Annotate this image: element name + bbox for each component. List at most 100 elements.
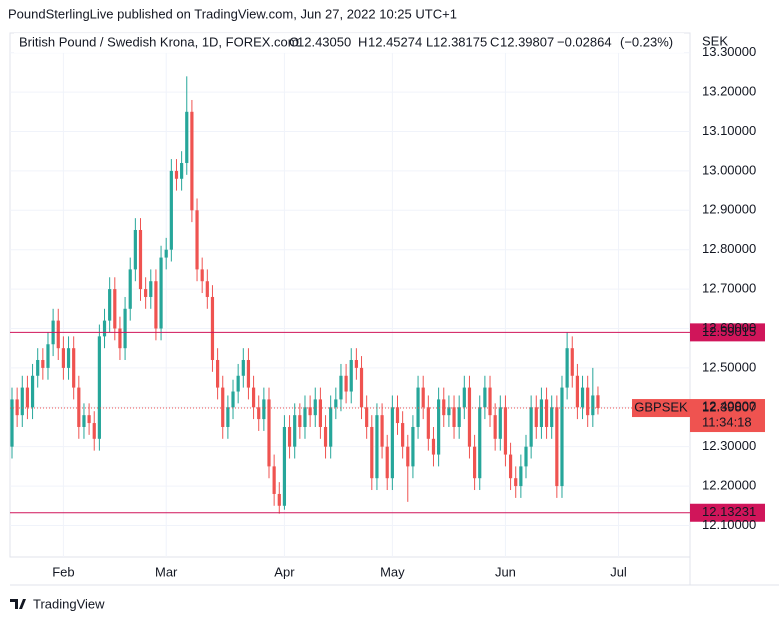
candle-body: [467, 387, 472, 447]
candle-body: [97, 336, 101, 439]
price-tag: [690, 399, 765, 433]
candle-body: [359, 367, 364, 408]
candle-body: [113, 289, 117, 329]
candle-body: [591, 395, 595, 416]
candle-body: [267, 399, 271, 467]
candle-body: [56, 320, 60, 349]
x-tick-label: Feb: [52, 564, 74, 579]
candle-body: [406, 446, 410, 467]
candle-body: [231, 391, 235, 408]
candle-body: [437, 399, 441, 455]
candle-body: [323, 426, 328, 447]
candle-body: [87, 415, 91, 424]
logo: TradingView: [10, 596, 105, 611]
candle-body: [277, 493, 281, 506]
candle-body: [15, 399, 19, 416]
candle-body: [421, 387, 425, 408]
y-tick-label: 12.30000: [702, 438, 756, 453]
candle-body: [92, 423, 96, 439]
candle-body: [282, 426, 287, 506]
x-tick-label: May: [380, 564, 405, 579]
candle-body: [365, 407, 369, 427]
y-tick-label: 12.50000: [702, 359, 756, 374]
candle-body: [354, 360, 358, 368]
candle-body: [462, 387, 466, 408]
candle-body: [483, 387, 487, 408]
x-tick-label: Mar: [155, 564, 178, 579]
y-tick-label: 13.10000: [702, 123, 756, 138]
legend-change: −0.02864: [557, 34, 612, 49]
candle-body: [66, 348, 71, 368]
candle-body: [478, 407, 482, 479]
candle-body: [257, 407, 261, 420]
candle-body: [503, 407, 508, 455]
candle-body: [159, 257, 163, 329]
candle-body: [241, 360, 245, 376]
candle-body: [303, 407, 307, 427]
candle-body: [102, 320, 107, 337]
candle-body: [154, 281, 158, 329]
candle-body: [216, 360, 220, 388]
y-tick-label: 12.40000: [702, 399, 756, 414]
y-tick-label: 13.00000: [702, 162, 756, 177]
candle-body: [498, 407, 502, 439]
legend-value: 12.39807: [500, 34, 554, 49]
candle-body: [221, 387, 225, 427]
legend-value: 12.43050: [297, 34, 351, 49]
candle-body: [544, 399, 549, 427]
candle-body: [133, 229, 137, 270]
candle-body: [380, 415, 384, 447]
candle-body: [36, 360, 40, 376]
footer: TradingView: [33, 596, 105, 611]
legend-value: 12.45274: [368, 34, 422, 49]
candle-body: [180, 163, 184, 179]
candle-body: [570, 348, 574, 376]
candle-body: [390, 407, 394, 479]
candle-body: [565, 348, 569, 388]
candle-body: [539, 399, 544, 427]
candle-body: [138, 229, 143, 290]
y-tick-label: 13.30000: [702, 44, 756, 59]
candle-body: [519, 466, 523, 487]
candle-body: [524, 446, 528, 467]
candle-body: [313, 399, 317, 416]
candle-body: [416, 387, 420, 427]
level-tag-label: 12.13231: [702, 504, 756, 519]
candle-body: [61, 348, 65, 368]
candle-body: [534, 407, 538, 427]
candle-body: [123, 308, 127, 349]
candle-body: [334, 399, 338, 408]
candle-body: [442, 399, 446, 416]
candle-body: [174, 170, 179, 179]
legend-title: British Pound / Swedish Krona, 1D, FOREX…: [19, 34, 299, 49]
candle-body: [370, 426, 374, 479]
level-tag: [690, 323, 765, 342]
candle-body: [308, 407, 312, 416]
countdown-label: 11:34:18: [702, 414, 752, 429]
candle-body: [375, 415, 379, 479]
candle-body: [30, 375, 35, 408]
candle-body: [200, 269, 204, 282]
candle-body: [20, 387, 24, 416]
candle-body: [493, 415, 497, 439]
candle-body: [426, 407, 430, 439]
candle-body: [169, 170, 173, 250]
candle-body: [329, 407, 333, 447]
candle-body: [586, 387, 590, 416]
candle-body: [128, 269, 132, 309]
legend-key: H: [358, 34, 367, 49]
candle-body: [596, 395, 600, 409]
x-tick-label: Jul: [610, 564, 627, 579]
y-tick-label: 12.90000: [702, 202, 756, 217]
candle-body: [144, 289, 148, 297]
candle-body: [457, 407, 461, 427]
candle-body: [251, 387, 256, 408]
candle-body: [72, 348, 76, 388]
y-tick-label: 12.60000: [702, 320, 756, 335]
candle-body: [82, 415, 86, 427]
candle-body: [164, 249, 168, 258]
candle-body: [473, 446, 477, 479]
candle-body: [452, 407, 456, 427]
